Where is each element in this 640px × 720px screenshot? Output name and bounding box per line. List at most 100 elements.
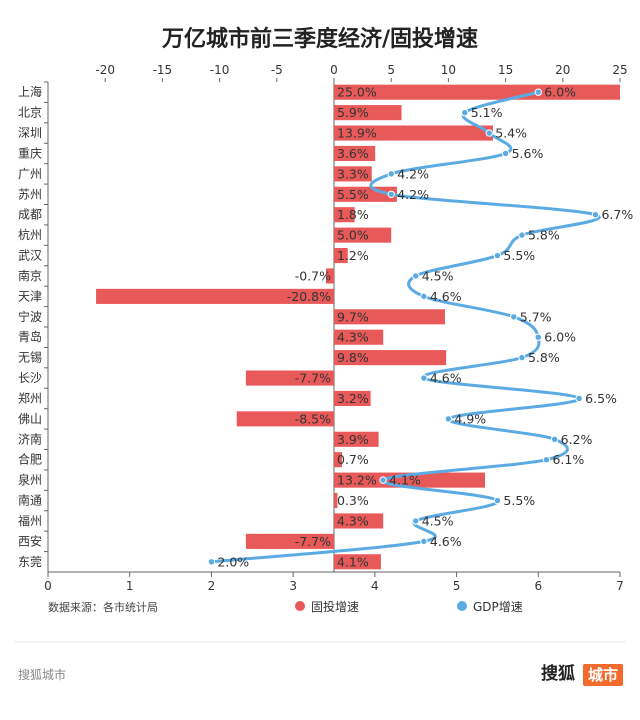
bar — [334, 207, 355, 223]
bar-label: -8.5% — [295, 411, 331, 426]
bar-label: 3.3% — [337, 166, 369, 181]
gdp-label: 6.7% — [601, 207, 633, 222]
gdp-point — [412, 272, 420, 280]
gdp-point — [493, 496, 502, 505]
gdp-label: 5.6% — [512, 146, 544, 161]
top-tick-label: 0 — [330, 63, 338, 77]
bar-label: 4.3% — [337, 330, 369, 345]
category-label: 北京 — [18, 106, 42, 120]
bar — [325, 268, 334, 284]
top-tick-label: -15 — [153, 63, 173, 77]
gdp-point — [444, 415, 453, 423]
bar — [334, 309, 445, 325]
bottom-tick-label: 3 — [289, 579, 297, 593]
bar — [334, 247, 348, 264]
top-tick-label: -20 — [95, 63, 115, 77]
category-labels: 上海北京深圳重庆广州苏州成都杭州武汉南京天津宁波青岛无锡长沙郑州佛山济南合肥泉州… — [18, 81, 48, 569]
gdp-point — [575, 394, 583, 403]
gdp-label: 4.5% — [422, 513, 454, 528]
logo: 搜狐 城市 — [541, 663, 623, 686]
category-label: 西安 — [18, 533, 42, 548]
source-note: 数据来源：各市统计局 — [48, 600, 158, 614]
gdp-label: 4.2% — [397, 166, 429, 181]
bar — [334, 390, 371, 407]
bar — [334, 227, 392, 243]
gdp-point — [510, 313, 518, 321]
bar-label: 9.7% — [337, 309, 369, 324]
bar — [334, 431, 379, 447]
category-label: 武汉 — [18, 249, 42, 263]
gdp-label: 6.2% — [561, 432, 593, 447]
gdp-point — [420, 374, 428, 382]
gdp-point — [534, 88, 542, 96]
gdp-point — [485, 129, 493, 137]
legend-line-label: GDP增速 — [473, 600, 523, 614]
gdp-label: 6.0% — [544, 85, 576, 100]
category-label: 合肥 — [18, 452, 42, 467]
chart-title: 万亿城市前三季度经济/固投增速 — [161, 26, 478, 52]
bar-label: 1.2% — [337, 248, 369, 263]
gdp-point — [420, 537, 428, 546]
gdp-point — [379, 476, 387, 484]
bar — [334, 472, 486, 488]
bar-label: 3.6% — [337, 146, 369, 161]
gdp-point — [412, 517, 420, 525]
gdp-point — [518, 353, 526, 362]
gdp-line — [209, 90, 601, 564]
bottom-tick-label: 6 — [534, 579, 542, 593]
bar-label: 3.2% — [337, 391, 369, 406]
bar-label: -7.7% — [295, 534, 331, 549]
brand-text: 搜狐城市 — [18, 667, 66, 682]
bar-label: -0.7% — [295, 268, 331, 283]
bar — [334, 84, 620, 100]
bar — [334, 350, 447, 366]
legend: 固投增速 GDP增速 — [295, 599, 523, 614]
bottom-tick-label: 7 — [616, 579, 624, 593]
gdp-label: 6.1% — [552, 452, 584, 467]
bottom-axis: 0 1 2 3 4 5 6 7 — [44, 572, 624, 593]
bar — [334, 105, 402, 121]
category-label: 上海 — [18, 84, 42, 99]
bottom-tick-label: 2 — [208, 579, 216, 593]
bar — [334, 125, 494, 141]
bar — [334, 145, 376, 162]
gdp-label: 4.2% — [397, 187, 429, 202]
legend-bar-label: 固投增速 — [311, 599, 359, 614]
bar-series — [96, 84, 620, 570]
bar-labels: 25.0% 5.9% 13.9% 3.6% 3.3% 5.5% 1.8% 5.0% 1.2% -0… — [287, 85, 377, 570]
category-label: 杭州 — [18, 227, 42, 242]
bar — [96, 288, 334, 304]
gdp-point — [420, 292, 428, 301]
category-label: 南京 — [18, 268, 42, 283]
category-label: 南通 — [18, 493, 42, 508]
category-label: 福州 — [18, 513, 42, 528]
gdp-point — [501, 149, 510, 158]
gdp-label: 4.9% — [454, 411, 486, 426]
bar-label: 5.9% — [337, 105, 369, 120]
gdp-point — [542, 456, 551, 464]
gdp-label: 5.5% — [503, 248, 535, 263]
gdp-label: 5.8% — [528, 350, 560, 365]
bottom-tick-label: 5 — [453, 579, 461, 593]
gdp-point — [518, 231, 526, 239]
logo-right: 城市 — [588, 666, 618, 684]
bar-label: 4.1% — [337, 554, 369, 569]
bar — [334, 554, 381, 570]
bar-label: 0.3% — [337, 493, 369, 508]
bar-label: 5.0% — [337, 228, 369, 243]
category-label: 重庆 — [18, 146, 42, 160]
bar-label: 13.9% — [337, 126, 377, 141]
bar — [245, 370, 334, 386]
gdp-label: 5.4% — [495, 126, 527, 141]
gdp-label: 4.6% — [430, 371, 462, 386]
bar-label: 5.5% — [337, 187, 369, 202]
category-label: 广州 — [18, 167, 42, 181]
top-tick-label: 5 — [387, 63, 395, 77]
gdp-point — [550, 435, 559, 443]
category-label: 长沙 — [18, 371, 42, 385]
category-label: 成都 — [18, 208, 42, 222]
gdp-point — [591, 211, 600, 219]
category-label: 天津 — [18, 289, 42, 303]
category-label: 郑州 — [18, 390, 42, 405]
